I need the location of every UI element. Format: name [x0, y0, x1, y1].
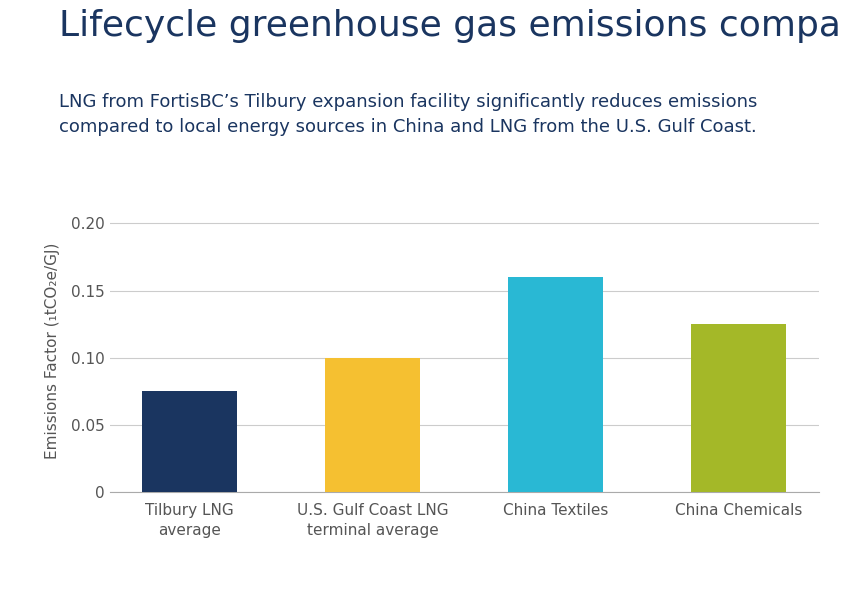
Bar: [691, 324, 787, 492]
Bar: [325, 358, 420, 492]
Text: LNG from FortisBC’s Tilbury expansion facility significantly reduces emissions
c: LNG from FortisBC’s Tilbury expansion fa…: [59, 93, 757, 136]
Bar: [142, 391, 237, 492]
Y-axis label: Emissions Factor (₁tCO₂e/GJ): Emissions Factor (₁tCO₂e/GJ): [45, 243, 60, 459]
Bar: [508, 277, 603, 492]
Text: Lifecycle greenhouse gas emissions comparison: Lifecycle greenhouse gas emissions compa…: [59, 9, 844, 43]
